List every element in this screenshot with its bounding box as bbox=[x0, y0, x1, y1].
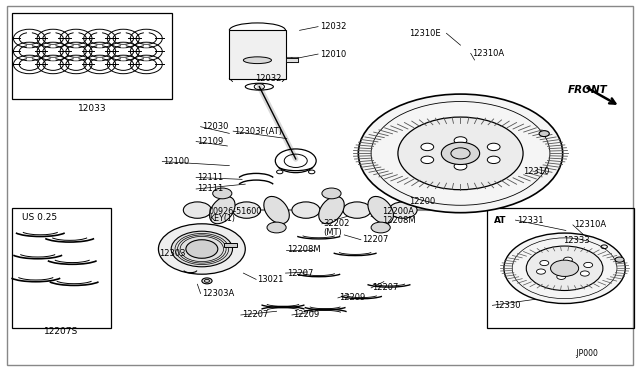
Circle shape bbox=[159, 224, 245, 274]
Text: 12330: 12330 bbox=[493, 301, 520, 310]
Circle shape bbox=[172, 231, 232, 267]
Text: 12310A: 12310A bbox=[472, 49, 504, 58]
Text: 12331: 12331 bbox=[516, 216, 543, 225]
Ellipse shape bbox=[264, 196, 289, 224]
Ellipse shape bbox=[371, 222, 390, 233]
Circle shape bbox=[526, 246, 603, 291]
Circle shape bbox=[487, 143, 500, 151]
Text: 12303A: 12303A bbox=[202, 289, 234, 298]
Text: 12207: 12207 bbox=[372, 283, 399, 292]
Bar bbox=[224, 243, 237, 247]
Text: KEY(1): KEY(1) bbox=[209, 214, 235, 223]
Circle shape bbox=[454, 163, 467, 170]
Text: 12208M: 12208M bbox=[383, 216, 416, 225]
Text: 12310A: 12310A bbox=[574, 221, 606, 230]
Ellipse shape bbox=[343, 202, 371, 218]
Text: 12209: 12209 bbox=[293, 311, 319, 320]
Circle shape bbox=[202, 278, 212, 284]
Text: 32202: 32202 bbox=[323, 219, 349, 228]
Bar bbox=[12, 13, 172, 99]
Circle shape bbox=[421, 156, 434, 164]
Text: 12208M: 12208M bbox=[287, 245, 321, 254]
Text: 13021: 13021 bbox=[257, 275, 284, 284]
Circle shape bbox=[536, 269, 545, 274]
Text: (MT): (MT) bbox=[323, 228, 342, 237]
Circle shape bbox=[487, 156, 500, 164]
Circle shape bbox=[504, 233, 625, 304]
Circle shape bbox=[563, 257, 572, 262]
Text: 12030: 12030 bbox=[202, 122, 228, 131]
Bar bbox=[285, 58, 298, 62]
Circle shape bbox=[398, 117, 523, 190]
Text: 12209: 12209 bbox=[339, 294, 365, 302]
Circle shape bbox=[454, 137, 467, 144]
Text: 12207: 12207 bbox=[242, 311, 268, 320]
Text: AT: AT bbox=[493, 216, 506, 225]
Text: 12200: 12200 bbox=[410, 197, 436, 206]
Text: 12100: 12100 bbox=[164, 157, 190, 166]
Circle shape bbox=[584, 262, 593, 267]
Text: 12310E: 12310E bbox=[410, 29, 441, 38]
Text: .JP000: .JP000 bbox=[574, 349, 598, 358]
Circle shape bbox=[615, 257, 624, 262]
Text: US 0.25: US 0.25 bbox=[22, 213, 57, 222]
Circle shape bbox=[540, 260, 548, 266]
Text: 12010: 12010 bbox=[320, 50, 346, 59]
Text: 12207: 12207 bbox=[362, 235, 388, 244]
Text: 12303: 12303 bbox=[159, 249, 186, 258]
Bar bbox=[229, 31, 285, 78]
Ellipse shape bbox=[322, 188, 341, 199]
Ellipse shape bbox=[212, 188, 232, 199]
Text: 12207: 12207 bbox=[287, 269, 313, 278]
Text: 12111: 12111 bbox=[197, 173, 223, 182]
Circle shape bbox=[557, 274, 566, 279]
Ellipse shape bbox=[368, 196, 394, 224]
Circle shape bbox=[550, 260, 579, 276]
Bar bbox=[12, 208, 111, 328]
Text: 00926-51600: 00926-51600 bbox=[209, 207, 262, 216]
Text: 12303F(AT): 12303F(AT) bbox=[234, 126, 282, 136]
Text: 12200A: 12200A bbox=[383, 208, 415, 217]
Ellipse shape bbox=[232, 202, 260, 218]
Text: 12033: 12033 bbox=[77, 104, 106, 113]
Ellipse shape bbox=[292, 202, 320, 218]
Ellipse shape bbox=[183, 202, 211, 218]
Ellipse shape bbox=[319, 196, 344, 224]
Text: 12111: 12111 bbox=[197, 185, 223, 193]
Text: 12032: 12032 bbox=[255, 74, 281, 83]
Text: 12032: 12032 bbox=[320, 22, 346, 31]
Ellipse shape bbox=[209, 196, 235, 224]
Bar bbox=[487, 208, 634, 328]
Text: 12109: 12109 bbox=[197, 137, 223, 146]
Ellipse shape bbox=[389, 202, 417, 218]
Text: 12310: 12310 bbox=[523, 167, 550, 176]
Circle shape bbox=[421, 143, 434, 151]
Circle shape bbox=[442, 142, 479, 164]
Circle shape bbox=[539, 131, 549, 137]
Ellipse shape bbox=[267, 222, 286, 233]
Text: FRONT: FRONT bbox=[568, 85, 607, 94]
Text: 12333: 12333 bbox=[563, 236, 589, 246]
Circle shape bbox=[358, 94, 563, 213]
Circle shape bbox=[186, 240, 218, 258]
Ellipse shape bbox=[243, 57, 271, 64]
Circle shape bbox=[580, 271, 589, 276]
Text: 12207S: 12207S bbox=[44, 327, 79, 336]
